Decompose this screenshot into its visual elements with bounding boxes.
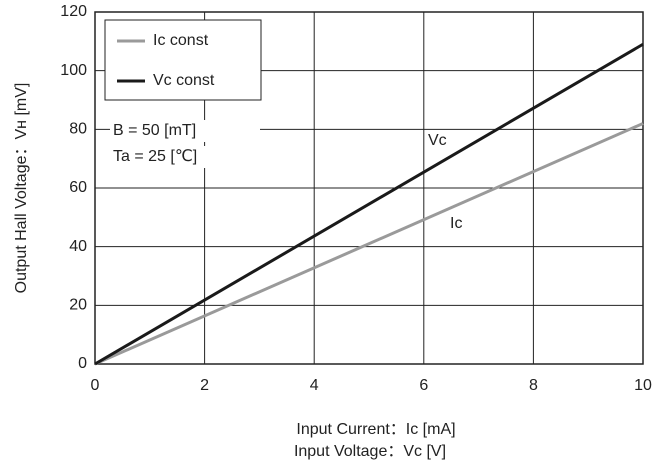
data-line <box>94 42 644 366</box>
x-axis-label: Input Current：Iᴄ [mA] <box>296 421 455 438</box>
annotation-bg <box>110 120 260 142</box>
y-tick-label: 100 <box>60 62 87 79</box>
x-tick-label: 10 <box>634 377 652 394</box>
x-axis-label: Input Voltage：Vᴄ [V] <box>294 443 446 460</box>
plot-frame <box>94 11 644 365</box>
y-tick-label: 80 <box>69 121 87 138</box>
annotation-bg <box>110 146 235 168</box>
x-tick-label: 8 <box>529 377 538 394</box>
data-line <box>94 122 644 366</box>
annotation: Vᴄ <box>428 132 447 149</box>
legend-box <box>104 19 262 101</box>
y-axis-label: Output Hall Voltage：Vʜ [mV] <box>13 83 30 294</box>
y-tick-label: 20 <box>69 297 87 314</box>
legend-label: Vᴄ const <box>153 72 215 89</box>
annotation: B = 50 [mT] <box>113 122 196 139</box>
x-tick-label: 0 <box>91 377 100 394</box>
annotation: Iᴄ <box>450 215 462 232</box>
y-tick-label: 120 <box>60 3 87 20</box>
y-tick-label: 60 <box>69 179 87 196</box>
y-tick-label: 0 <box>78 355 87 372</box>
legend-label: Iᴄ const <box>153 32 209 49</box>
annotation: Ta = 25 [℃] <box>113 148 197 165</box>
x-tick-label: 6 <box>419 377 428 394</box>
x-tick-label: 4 <box>310 377 319 394</box>
x-tick-label: 2 <box>200 377 209 394</box>
y-tick-label: 40 <box>69 238 87 255</box>
